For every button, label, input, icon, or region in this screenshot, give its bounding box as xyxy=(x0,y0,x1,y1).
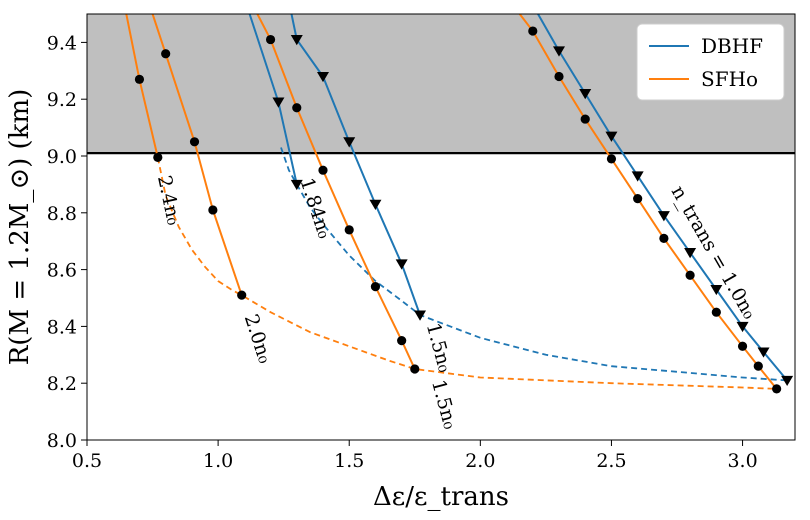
plot-frame xyxy=(86,13,796,441)
series-group xyxy=(125,14,794,394)
point-sfho-10n xyxy=(772,384,782,394)
x-tick-label: 0.5 xyxy=(72,450,102,472)
curve-label: 1.5n₀ xyxy=(427,377,461,431)
y-tick-label: 9.0 xyxy=(47,146,77,168)
point-sfho-20n xyxy=(189,137,200,147)
curve-label: 1.5n₀ xyxy=(422,321,456,375)
point-sfho-10n xyxy=(554,71,564,82)
curve-label: 2.4n₀ xyxy=(153,173,185,227)
point-sfho-15n xyxy=(318,165,328,175)
envelope-dbhf xyxy=(280,147,788,382)
point-sfho-15n xyxy=(292,103,302,113)
point-dbhf-10n xyxy=(684,248,697,259)
point-sfho-10n xyxy=(659,233,669,243)
y-axis-label: R(M = 1.2M_⊙) (km) xyxy=(5,89,35,366)
point-sfho-15n xyxy=(410,364,420,374)
x-tick-label: 2.0 xyxy=(465,450,495,472)
point-sfho-24n xyxy=(153,152,163,163)
x-tick-label: 2.5 xyxy=(596,450,626,472)
y-axis: 8.0 8.2 8.4 8.6 8.8 9.0 9.2 9.4 xyxy=(47,32,87,452)
point-sfho-15n xyxy=(370,282,381,292)
point-dbhf-10n xyxy=(631,171,644,182)
point-dbhf-10n xyxy=(710,284,723,296)
point-dbhf-10n xyxy=(736,321,749,333)
legend-label-dbhf: DBHF xyxy=(701,34,763,58)
point-sfho-10n xyxy=(580,114,590,124)
point-dbhf-10n xyxy=(657,211,670,222)
point-dbhf-10n xyxy=(757,347,770,358)
point-dbhf-15n xyxy=(343,137,356,148)
point-sfho-10n xyxy=(737,341,748,351)
y-tick-label: 8.0 xyxy=(47,430,77,452)
point-sfho-20n xyxy=(237,290,247,300)
point-dbhf-184n xyxy=(272,97,285,108)
point-dbhf-15n xyxy=(290,35,303,46)
point-sfho-20n xyxy=(161,49,171,59)
point-dbhf-10n xyxy=(605,131,618,142)
point-sfho-15n xyxy=(265,34,276,45)
point-sfho-24n xyxy=(134,74,145,84)
point-dbhf-15n xyxy=(369,199,382,210)
point-dbhf-15n xyxy=(395,259,408,270)
envelope-sfho xyxy=(156,157,777,390)
point-dbhf-15n xyxy=(317,71,329,83)
legend-label-sfho: SFHo xyxy=(701,67,758,91)
curve-label: 2.0n₀ xyxy=(240,312,277,367)
y-tick-label: 8.4 xyxy=(47,316,77,338)
point-sfho-15n xyxy=(344,225,354,235)
point-dbhf-184n xyxy=(290,179,303,191)
x-axis: 0.5 1.0 1.5 2.0 2.5 3.0 xyxy=(72,440,758,472)
point-dbhf-15n xyxy=(414,310,427,321)
y-tick-label: 8.6 xyxy=(47,260,77,282)
point-sfho-10n xyxy=(685,270,695,280)
point-sfho-10n xyxy=(528,26,538,36)
point-sfho-15n xyxy=(397,336,407,346)
dashed-envelopes xyxy=(156,147,788,390)
curve-label: n_trans = 1.0n₀ xyxy=(667,182,761,323)
point-sfho-10n xyxy=(633,194,643,204)
point-sfho-10n xyxy=(711,307,721,317)
point-dbhf-10n xyxy=(553,46,565,57)
x-tick-label: 1.0 xyxy=(203,450,233,472)
x-tick-label: 1.5 xyxy=(334,450,364,472)
y-tick-label: 9.4 xyxy=(47,32,77,54)
point-dbhf-10n xyxy=(579,89,592,100)
line-sfho-15n xyxy=(256,14,416,370)
y-tick-label: 8.8 xyxy=(47,203,77,225)
point-sfho-20n xyxy=(208,205,218,215)
legend: DBHF SFHo xyxy=(636,23,785,101)
y-tick-label: 9.2 xyxy=(47,89,77,111)
y-tick-label: 8.2 xyxy=(47,373,77,395)
point-sfho-10n xyxy=(753,361,763,371)
point-dbhf-10n xyxy=(781,375,794,387)
x-axis-label: Δε/ε_trans xyxy=(373,482,509,512)
point-sfho-10n xyxy=(606,154,617,164)
legend-box xyxy=(636,23,785,101)
x-tick-label: 3.0 xyxy=(727,450,757,472)
